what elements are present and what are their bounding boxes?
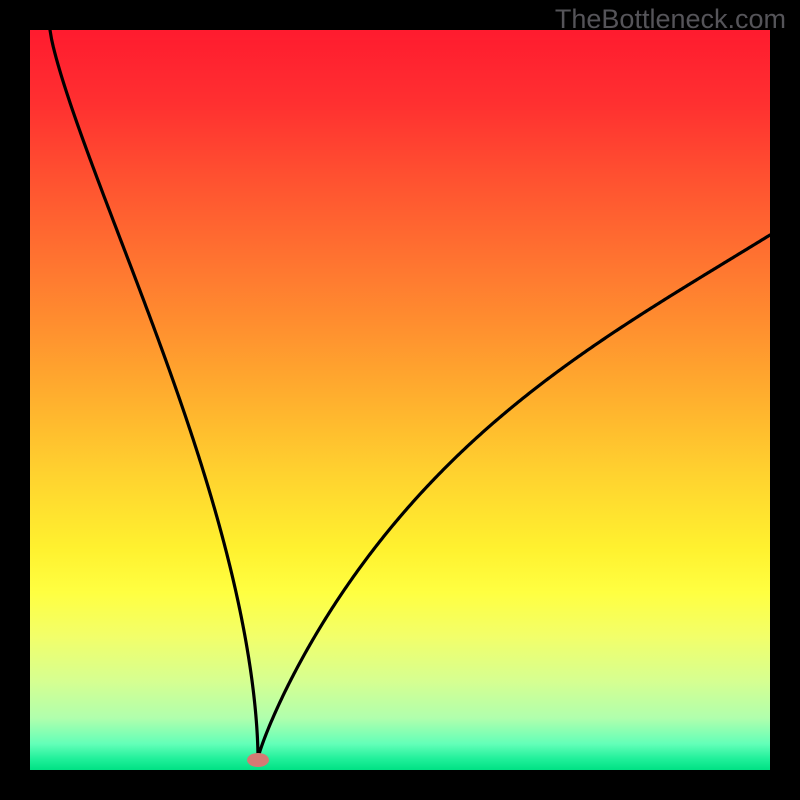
watermark-text: TheBottleneck.com [555,2,794,33]
optimum-marker [247,753,269,767]
chart-stage: TheBottleneck.com [0,0,800,800]
bottleneck-chart [0,0,800,800]
chart-background [30,30,770,770]
